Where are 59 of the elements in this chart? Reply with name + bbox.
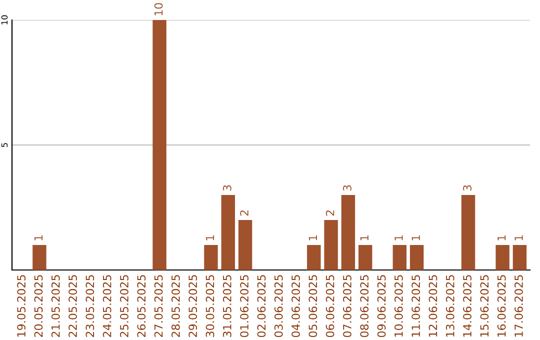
data-label: 1 xyxy=(34,235,43,240)
data-label: 10 xyxy=(154,3,163,16)
x-tick-label: 16.06.2025 xyxy=(497,275,506,337)
data-label: 2 xyxy=(240,210,248,216)
bar xyxy=(324,220,338,270)
y-tick-label: 5 xyxy=(1,143,8,148)
bar xyxy=(512,245,527,270)
bar xyxy=(410,245,424,270)
data-label: 1 xyxy=(394,235,403,240)
x-tick-label: 09.06.2025 xyxy=(377,275,386,338)
x-tick-label: 14.06.2025 xyxy=(463,275,472,337)
x-tick-label: 30.05.2025 xyxy=(206,275,214,337)
bar xyxy=(204,245,218,270)
x-tick-label: 06.06.2025 xyxy=(326,275,334,338)
data-label: 3 xyxy=(463,185,472,191)
x-tick-label: 29.05.2025 xyxy=(188,275,198,337)
x-tick-label: 26.05.2025 xyxy=(137,275,146,337)
bar xyxy=(221,195,235,270)
bar xyxy=(238,220,252,270)
bar xyxy=(307,245,321,270)
x-tick-label: 28.05.2025 xyxy=(171,275,180,337)
x-tick-label: 19.05.2025 xyxy=(17,275,26,337)
x-tick-label: 17.06.2025 xyxy=(514,275,523,337)
x-tick-label: 10.06.2025 xyxy=(394,275,403,337)
x-tick-label: 04.06.2025 xyxy=(292,275,300,338)
x-tick-label: 20.05.2025 xyxy=(34,275,43,337)
x-tick-label: 31.05.2025 xyxy=(222,275,232,337)
data-label: 2 xyxy=(326,210,334,216)
bar xyxy=(152,20,166,270)
x-tick-label: 25.05.2025 xyxy=(120,275,128,337)
bar xyxy=(341,195,356,270)
data-label: 3 xyxy=(343,185,352,191)
x-tick-label: 12.06.2025 xyxy=(428,275,438,337)
x-tick-label: 01.06.2025 xyxy=(240,275,248,338)
x-tick-label: 22.05.2025 xyxy=(68,275,77,337)
bar xyxy=(392,245,407,270)
data-label: 1 xyxy=(360,235,368,240)
bar xyxy=(461,195,476,270)
x-tick-label: 08.06.2025 xyxy=(360,275,369,338)
bar xyxy=(496,245,510,270)
x-tick-label: 02.06.2025 xyxy=(257,275,266,338)
x-tick-label: 23.05.2025 xyxy=(86,275,94,337)
x-tick-label: 27.05.2025 xyxy=(154,275,163,337)
x-tick-label: 13.06.2025 xyxy=(446,275,454,337)
bar xyxy=(32,245,46,270)
data-label: 1 xyxy=(514,235,523,240)
data-label: 1 xyxy=(498,235,506,240)
x-tick-label: 05.06.2025 xyxy=(308,275,318,338)
x-tick-label: 24.05.2025 xyxy=(102,275,112,337)
data-label: 3 xyxy=(222,185,232,191)
bar xyxy=(358,245,372,270)
x-tick-label: 07.06.2025 xyxy=(343,275,352,338)
x-tick-label: 15.06.2025 xyxy=(480,275,489,337)
data-label: 1 xyxy=(206,235,214,240)
x-tick-label: 11.06.2025 xyxy=(412,275,420,337)
x-tick-label: 03.06.2025 xyxy=(274,275,283,338)
data-label: 1 xyxy=(308,235,317,240)
x-tick-label: 21.05.2025 xyxy=(51,275,60,337)
data-label: 1 xyxy=(412,235,420,240)
